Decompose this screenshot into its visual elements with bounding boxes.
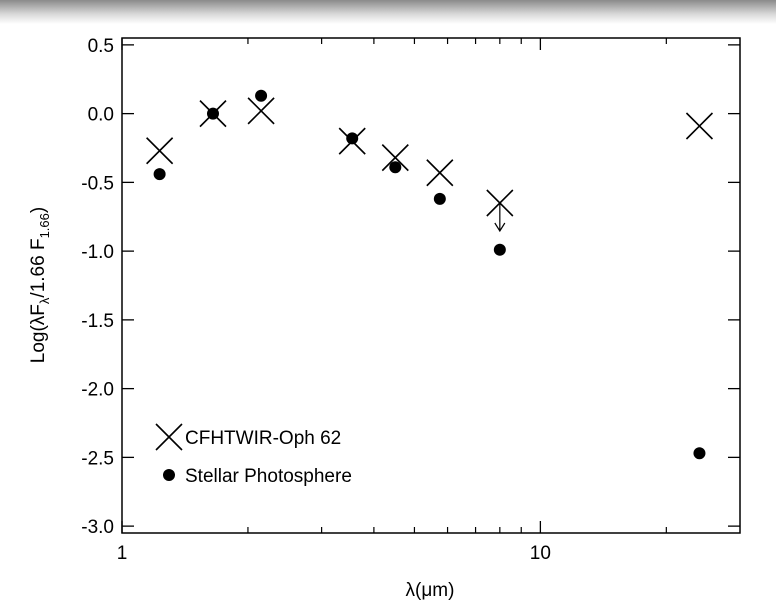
cross-marker bbox=[146, 137, 174, 165]
dot-marker bbox=[206, 107, 219, 120]
legend-label: Stellar Photosphere bbox=[185, 466, 352, 487]
y-label-part: ) bbox=[28, 207, 49, 213]
y-tick-label: -1.0 bbox=[81, 242, 114, 263]
y-tick-label: -2.0 bbox=[81, 380, 114, 401]
dot-marker bbox=[163, 469, 175, 481]
dot-marker bbox=[693, 447, 706, 460]
y-tick-label: 0.5 bbox=[88, 36, 114, 57]
y-tick-label: -0.5 bbox=[81, 173, 114, 194]
x-tick-label: 10 bbox=[530, 543, 551, 564]
y-tick-label: -1.5 bbox=[81, 311, 114, 332]
dot-marker bbox=[493, 243, 506, 256]
cross-marker bbox=[247, 97, 275, 125]
cross-marker bbox=[426, 159, 454, 187]
y-label-part: Log(λF bbox=[28, 304, 49, 363]
y-label-sub: λ bbox=[37, 297, 52, 304]
dot-marker bbox=[346, 132, 359, 145]
legend-label: CFHTWIR-Oph 62 bbox=[185, 428, 341, 449]
dot-marker bbox=[389, 161, 402, 174]
y-label-sub: 1.66 bbox=[37, 213, 52, 238]
y-label-part: /1.66 F bbox=[28, 238, 49, 297]
dot-marker bbox=[255, 89, 268, 102]
x-tick-label: 1 bbox=[117, 543, 128, 564]
y-tick-label: 0.0 bbox=[88, 105, 114, 126]
y-axis-label: Log(λFλ/1.66 F1.66) bbox=[28, 207, 52, 363]
cross-marker bbox=[381, 144, 409, 172]
dot-marker bbox=[153, 168, 166, 181]
cross-marker bbox=[155, 423, 183, 451]
dot-marker bbox=[433, 192, 446, 205]
y-tick-label: -3.0 bbox=[81, 517, 114, 538]
x-axis-label: λ(μm) bbox=[406, 580, 455, 601]
upper-limit-arrow bbox=[494, 203, 506, 233]
y-tick-label: -2.5 bbox=[81, 448, 114, 469]
plot-frame bbox=[121, 37, 741, 534]
cross-marker bbox=[685, 112, 714, 140]
